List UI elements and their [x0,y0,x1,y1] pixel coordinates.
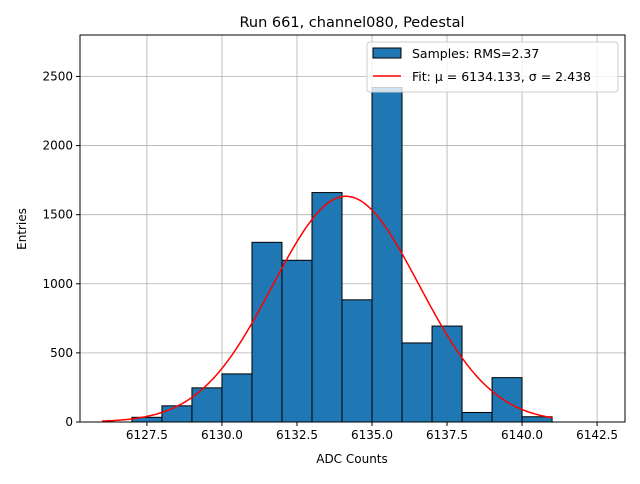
histogram-bar [491,377,523,423]
plot-frame [79,34,626,423]
legend-box [366,41,619,93]
x-tick-label: 6135.0 [351,428,393,442]
x-tick-label: 6130.0 [201,428,243,442]
legend-fit-label: Fit: μ = 6134.133, σ = 2.438 [412,69,591,84]
histogram-bar [431,325,463,423]
y-tick-label: 1500 [42,208,73,222]
chart-title: Run 661, channel080, Pedestal [239,15,464,31]
histogram-bar [251,241,283,423]
histogram-bar [461,411,493,423]
histogram-bar [341,299,373,423]
y-tick-label: 2000 [42,139,73,153]
histogram-bar [161,405,193,423]
x-tick-label: 6132.5 [276,428,318,442]
y-tick-label: 1000 [42,277,73,291]
x-axis-label: ADC Counts [316,452,388,466]
legend-histogram-label: Samples: RMS=2.37 [412,46,539,61]
y-tick-label: 0 [65,415,73,429]
y-tick-label: 2500 [42,69,73,83]
y-tick-label: 500 [50,346,73,360]
histogram-bar [401,342,433,423]
histogram-bar [281,259,313,423]
x-tick-label: 6140.0 [501,428,543,442]
y-axis-label: Entries [15,208,29,250]
histogram-bar [371,87,403,423]
histogram-bar [191,387,223,423]
x-tick-label: 6127.5 [126,428,168,442]
x-tick-label: 6142.5 [576,428,618,442]
x-tick-label: 6137.5 [426,428,468,442]
histogram-bar [311,192,343,423]
fit-curve [101,195,553,422]
legend-histogram-patch [372,47,402,59]
histogram-bar [221,373,253,423]
legend: Samples: RMS=2.37 Fit: μ = 6134.133, σ =… [366,41,619,93]
